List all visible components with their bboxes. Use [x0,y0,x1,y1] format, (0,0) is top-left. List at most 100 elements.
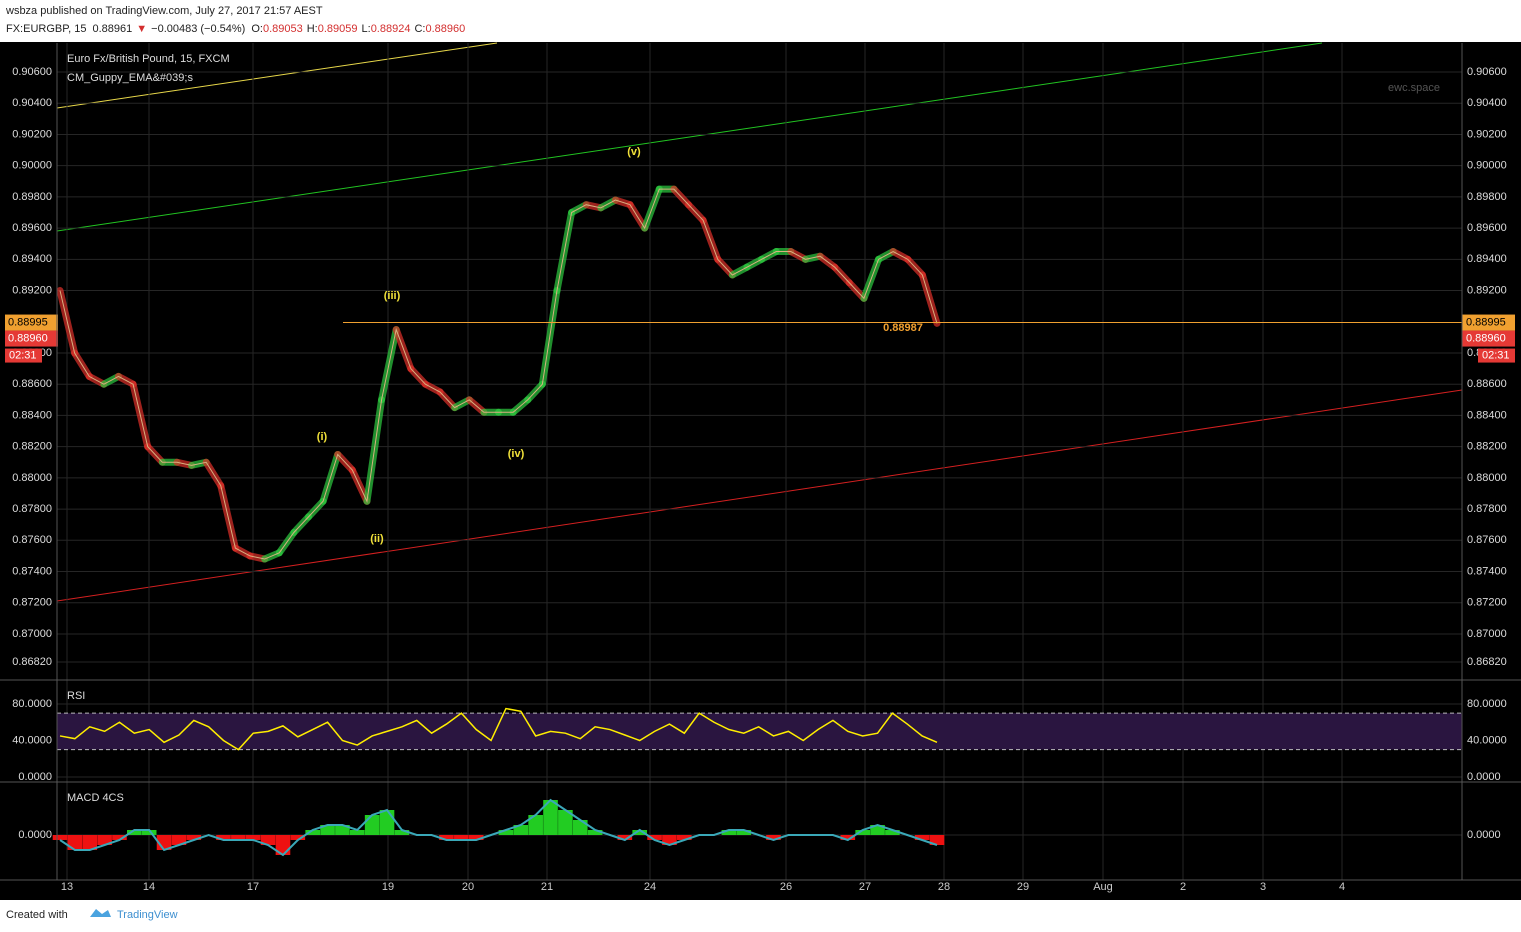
macd-bar [216,835,231,840]
y-tick-label: 80.0000 [1467,698,1507,710]
price-tag: 0.88995 [1466,316,1506,328]
macd-bar [67,835,83,850]
y-tick-label: 0.88000 [1467,472,1507,484]
chart-area [0,42,1521,900]
y-tick-label: 0.88400 [12,409,52,421]
close-tag: 0.88960 [1466,332,1506,344]
macd-bar [543,800,558,835]
x-tick-label: 29 [1017,881,1029,893]
y-tick-label: 0.90400 [12,97,52,109]
x-tick-label: 27 [859,881,871,893]
y-tick-label: 0.90000 [12,160,52,172]
macd-bar [320,825,335,835]
ohlc-key: C: [414,23,425,35]
y-tick-label: 0.87000 [12,628,52,640]
y-tick-label: 0.0000 [1467,771,1501,783]
macd-line [59,798,938,857]
macd-bar [870,825,885,835]
y-tick-label: 0.87000 [1467,628,1507,640]
macd-bar [439,835,454,840]
y-tick-label: 0.90400 [1467,97,1507,109]
price-line [59,188,938,560]
macd-bar [676,835,692,840]
y-tick-label: 0.87600 [12,534,52,546]
x-tick-label: 19 [382,881,394,893]
macd-bar [260,835,276,845]
y-tick-label: 0.88200 [1467,441,1507,453]
footer-brand[interactable]: TradingView [117,909,178,921]
macd-bar [171,835,187,845]
macd-bar [394,830,410,835]
y-tick-label: 0.89200 [1467,284,1507,296]
y-tick-label: 0.89600 [12,222,52,234]
x-tick-label: 28 [938,881,950,893]
y-tick-label: 0.89200 [12,284,52,296]
macd-bar [454,835,469,840]
y-tick-label: 40.0000 [12,734,52,746]
macd-bar [558,810,573,835]
macd-bar [840,835,856,840]
y-tick-label: 0.89400 [12,253,52,265]
macd-bar [97,835,112,845]
macd-bar [245,835,261,840]
countdown: 02:31 [9,349,37,361]
symbol-line: FX:EURGBP, 15 0.88961 ▼ −0.00483 (−0.54%) O:… [6,23,465,35]
macd-bar [186,835,202,840]
macd-bar [647,835,662,840]
ohlc-value: 0.88960 [425,23,465,35]
x-tick-label: 13 [61,881,73,893]
y-tick-label: 0.89400 [1467,253,1507,265]
y-tick-label: 0.0000 [18,771,52,783]
macd-bar [141,830,157,835]
macd-bar [468,835,484,840]
change: −0.00483 (−0.54%) [151,23,245,35]
footer-bg [0,900,1521,932]
y-tick-label: 0.88400 [1467,409,1507,421]
symbol: FX:EURGBP, 15 [6,23,87,35]
y-tick-label: 0.87200 [1467,597,1507,609]
y-tick-label: 0.89800 [12,191,52,203]
y-tick-label: 0.87400 [1467,565,1507,577]
y-tick-label: 0.87200 [12,597,52,609]
macd-bar [513,825,529,835]
y-tick-label: 80.0000 [12,698,52,710]
x-tick-label: 26 [780,881,792,893]
macd-bar [572,820,588,835]
y-tick-label: 0.87400 [12,565,52,577]
macd-bar [528,815,543,835]
ohlc-value: 0.89053 [263,23,303,35]
price-tag-bg [5,314,58,331]
macd-bar [632,830,648,835]
y-tick-label: 0.90200 [12,128,52,140]
ohlc-key: H: [307,23,318,35]
ohlc-value: 0.88924 [371,23,411,35]
wave-label: (ii) [370,533,384,545]
y-tick-label: 0.87600 [1467,534,1507,546]
x-tick-label: 21 [541,881,553,893]
x-tick-label: 20 [462,881,474,893]
macd-bar [112,835,127,840]
y-tick-label: 0.87800 [1467,503,1507,515]
y-tick-label: 0.88600 [12,378,52,390]
macd-bar [82,835,98,850]
macd-bar [231,835,246,840]
macd-bar [290,835,306,840]
macd-bar [662,835,677,845]
close-tag-bg [5,330,58,347]
x-tick-label: 14 [143,881,155,893]
rsi-line [59,707,938,751]
wave-label: (i) [317,431,328,443]
macd-bar [736,830,752,835]
x-tick-label: 2 [1180,881,1186,893]
wave-label: (iii) [384,290,401,302]
macd-bar [855,830,870,835]
y-tick-label: 0.89600 [1467,222,1507,234]
logo [90,909,111,917]
countdown: 02:31 [1482,349,1510,361]
trend-line [56,42,498,109]
countdown-bg [1478,348,1515,363]
panel-title: MACD 4CS [67,792,124,804]
trend-line [56,42,1323,232]
countdown-bg [5,348,42,363]
